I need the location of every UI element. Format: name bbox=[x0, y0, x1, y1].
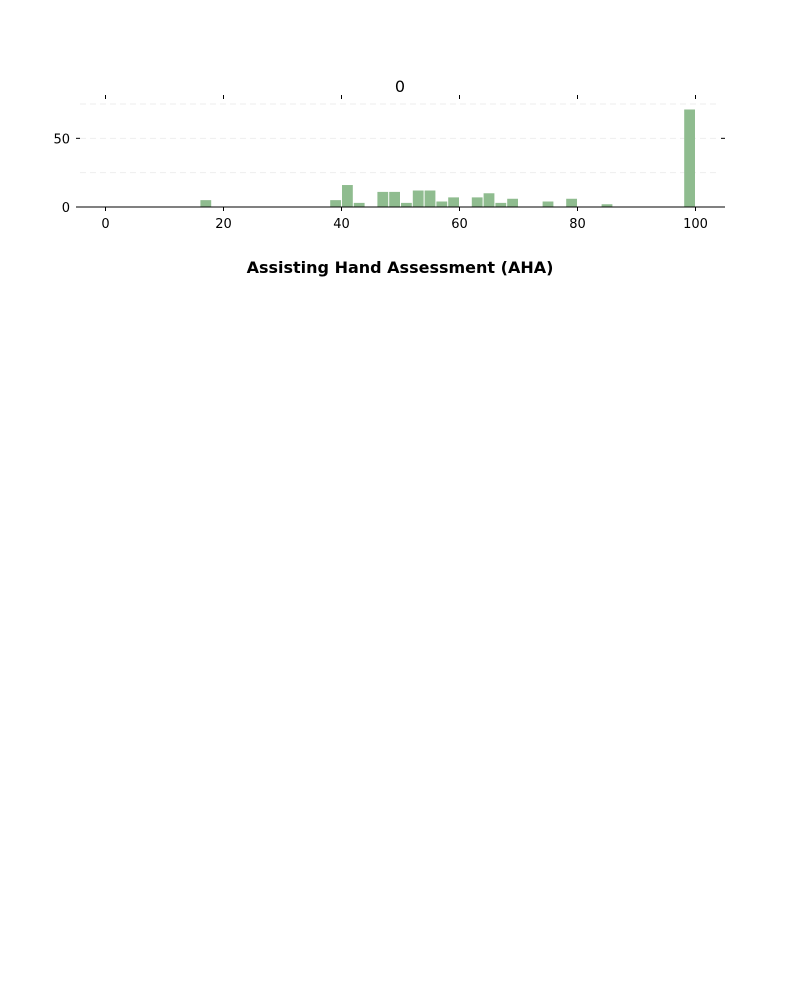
histogram-bar bbox=[377, 191, 389, 207]
chart-title: 0 bbox=[395, 77, 405, 96]
x-tick-label: 80 bbox=[569, 217, 586, 232]
x-tick-label: 100 bbox=[683, 217, 708, 232]
histogram-bar bbox=[483, 193, 495, 207]
histogram-bar bbox=[448, 197, 459, 207]
histogram-bar bbox=[507, 198, 518, 207]
x-axis-top-ticks bbox=[105, 95, 696, 99]
histogram-bar bbox=[684, 109, 695, 207]
x-tick-label: 20 bbox=[215, 217, 232, 232]
histogram-bar bbox=[601, 204, 613, 207]
histogram-bar bbox=[566, 198, 577, 207]
x-tick-label: 40 bbox=[333, 217, 350, 232]
histogram-bar bbox=[200, 200, 212, 207]
histogram-bar bbox=[436, 201, 448, 207]
histogram-bar bbox=[495, 202, 507, 207]
histogram-bar bbox=[401, 202, 412, 207]
x-tick-label: 60 bbox=[451, 217, 468, 232]
histogram-bar bbox=[424, 190, 436, 207]
y-tick-label: 0 bbox=[62, 201, 70, 216]
x-tick-label: 0 bbox=[101, 217, 109, 232]
histogram-bar bbox=[471, 197, 483, 207]
histogram-bar bbox=[412, 190, 424, 207]
y-tick-label: 50 bbox=[53, 132, 70, 147]
histogram-bar bbox=[342, 185, 353, 207]
x-axis-label: Assisting Hand Assessment (AHA) bbox=[247, 258, 554, 277]
histogram-bar bbox=[330, 200, 341, 207]
x-axis-bottom-ticks: 0 20 40 60 80 100 bbox=[101, 207, 708, 232]
y-axis-ticks: 0 50 bbox=[53, 132, 725, 216]
histogram-bar bbox=[389, 191, 400, 207]
grid-lines bbox=[80, 103, 718, 174]
histogram-bar bbox=[353, 202, 365, 207]
histogram-bar bbox=[542, 201, 554, 207]
bars bbox=[200, 109, 695, 207]
